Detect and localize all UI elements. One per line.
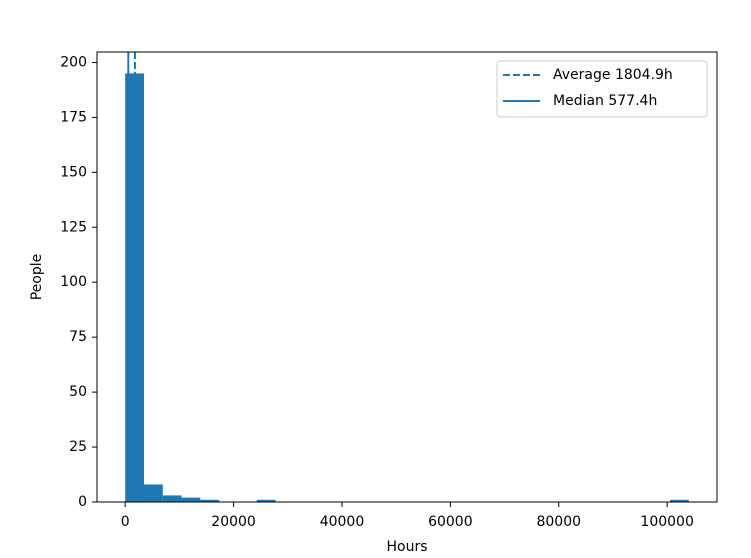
x-tick-label: 60000 bbox=[428, 514, 473, 530]
plot-frame bbox=[96, 51, 718, 503]
legend-label: Median 577.4h bbox=[553, 93, 657, 109]
bar bbox=[143, 484, 163, 502]
x-axis-label: Hours bbox=[386, 539, 427, 555]
x-tick-label: 40000 bbox=[320, 514, 365, 530]
y-tick-label: 200 bbox=[60, 54, 87, 70]
x-tick-label: 0 bbox=[121, 514, 130, 530]
y-tick-label: 125 bbox=[60, 219, 87, 235]
y-axis-label: People bbox=[29, 254, 45, 301]
bar bbox=[200, 499, 220, 502]
y-tick-label: 25 bbox=[69, 439, 87, 455]
x-tick-label: 80000 bbox=[536, 514, 581, 530]
y-tick-label: 100 bbox=[60, 274, 87, 290]
x-tick-label: 20000 bbox=[211, 514, 256, 530]
x-tick-label: 100000 bbox=[640, 514, 693, 530]
bar bbox=[670, 499, 689, 502]
legend-label: Average 1804.9h bbox=[553, 67, 673, 83]
y-tick-label: 150 bbox=[60, 164, 87, 180]
bar bbox=[162, 495, 182, 502]
bar bbox=[181, 497, 201, 502]
y-tick-label: 0 bbox=[78, 494, 87, 510]
y-tick-label: 175 bbox=[60, 109, 87, 125]
y-tick-label: 75 bbox=[69, 329, 87, 345]
y-tick-label: 50 bbox=[69, 384, 87, 400]
legend-box bbox=[496, 60, 708, 118]
bar bbox=[256, 499, 276, 502]
